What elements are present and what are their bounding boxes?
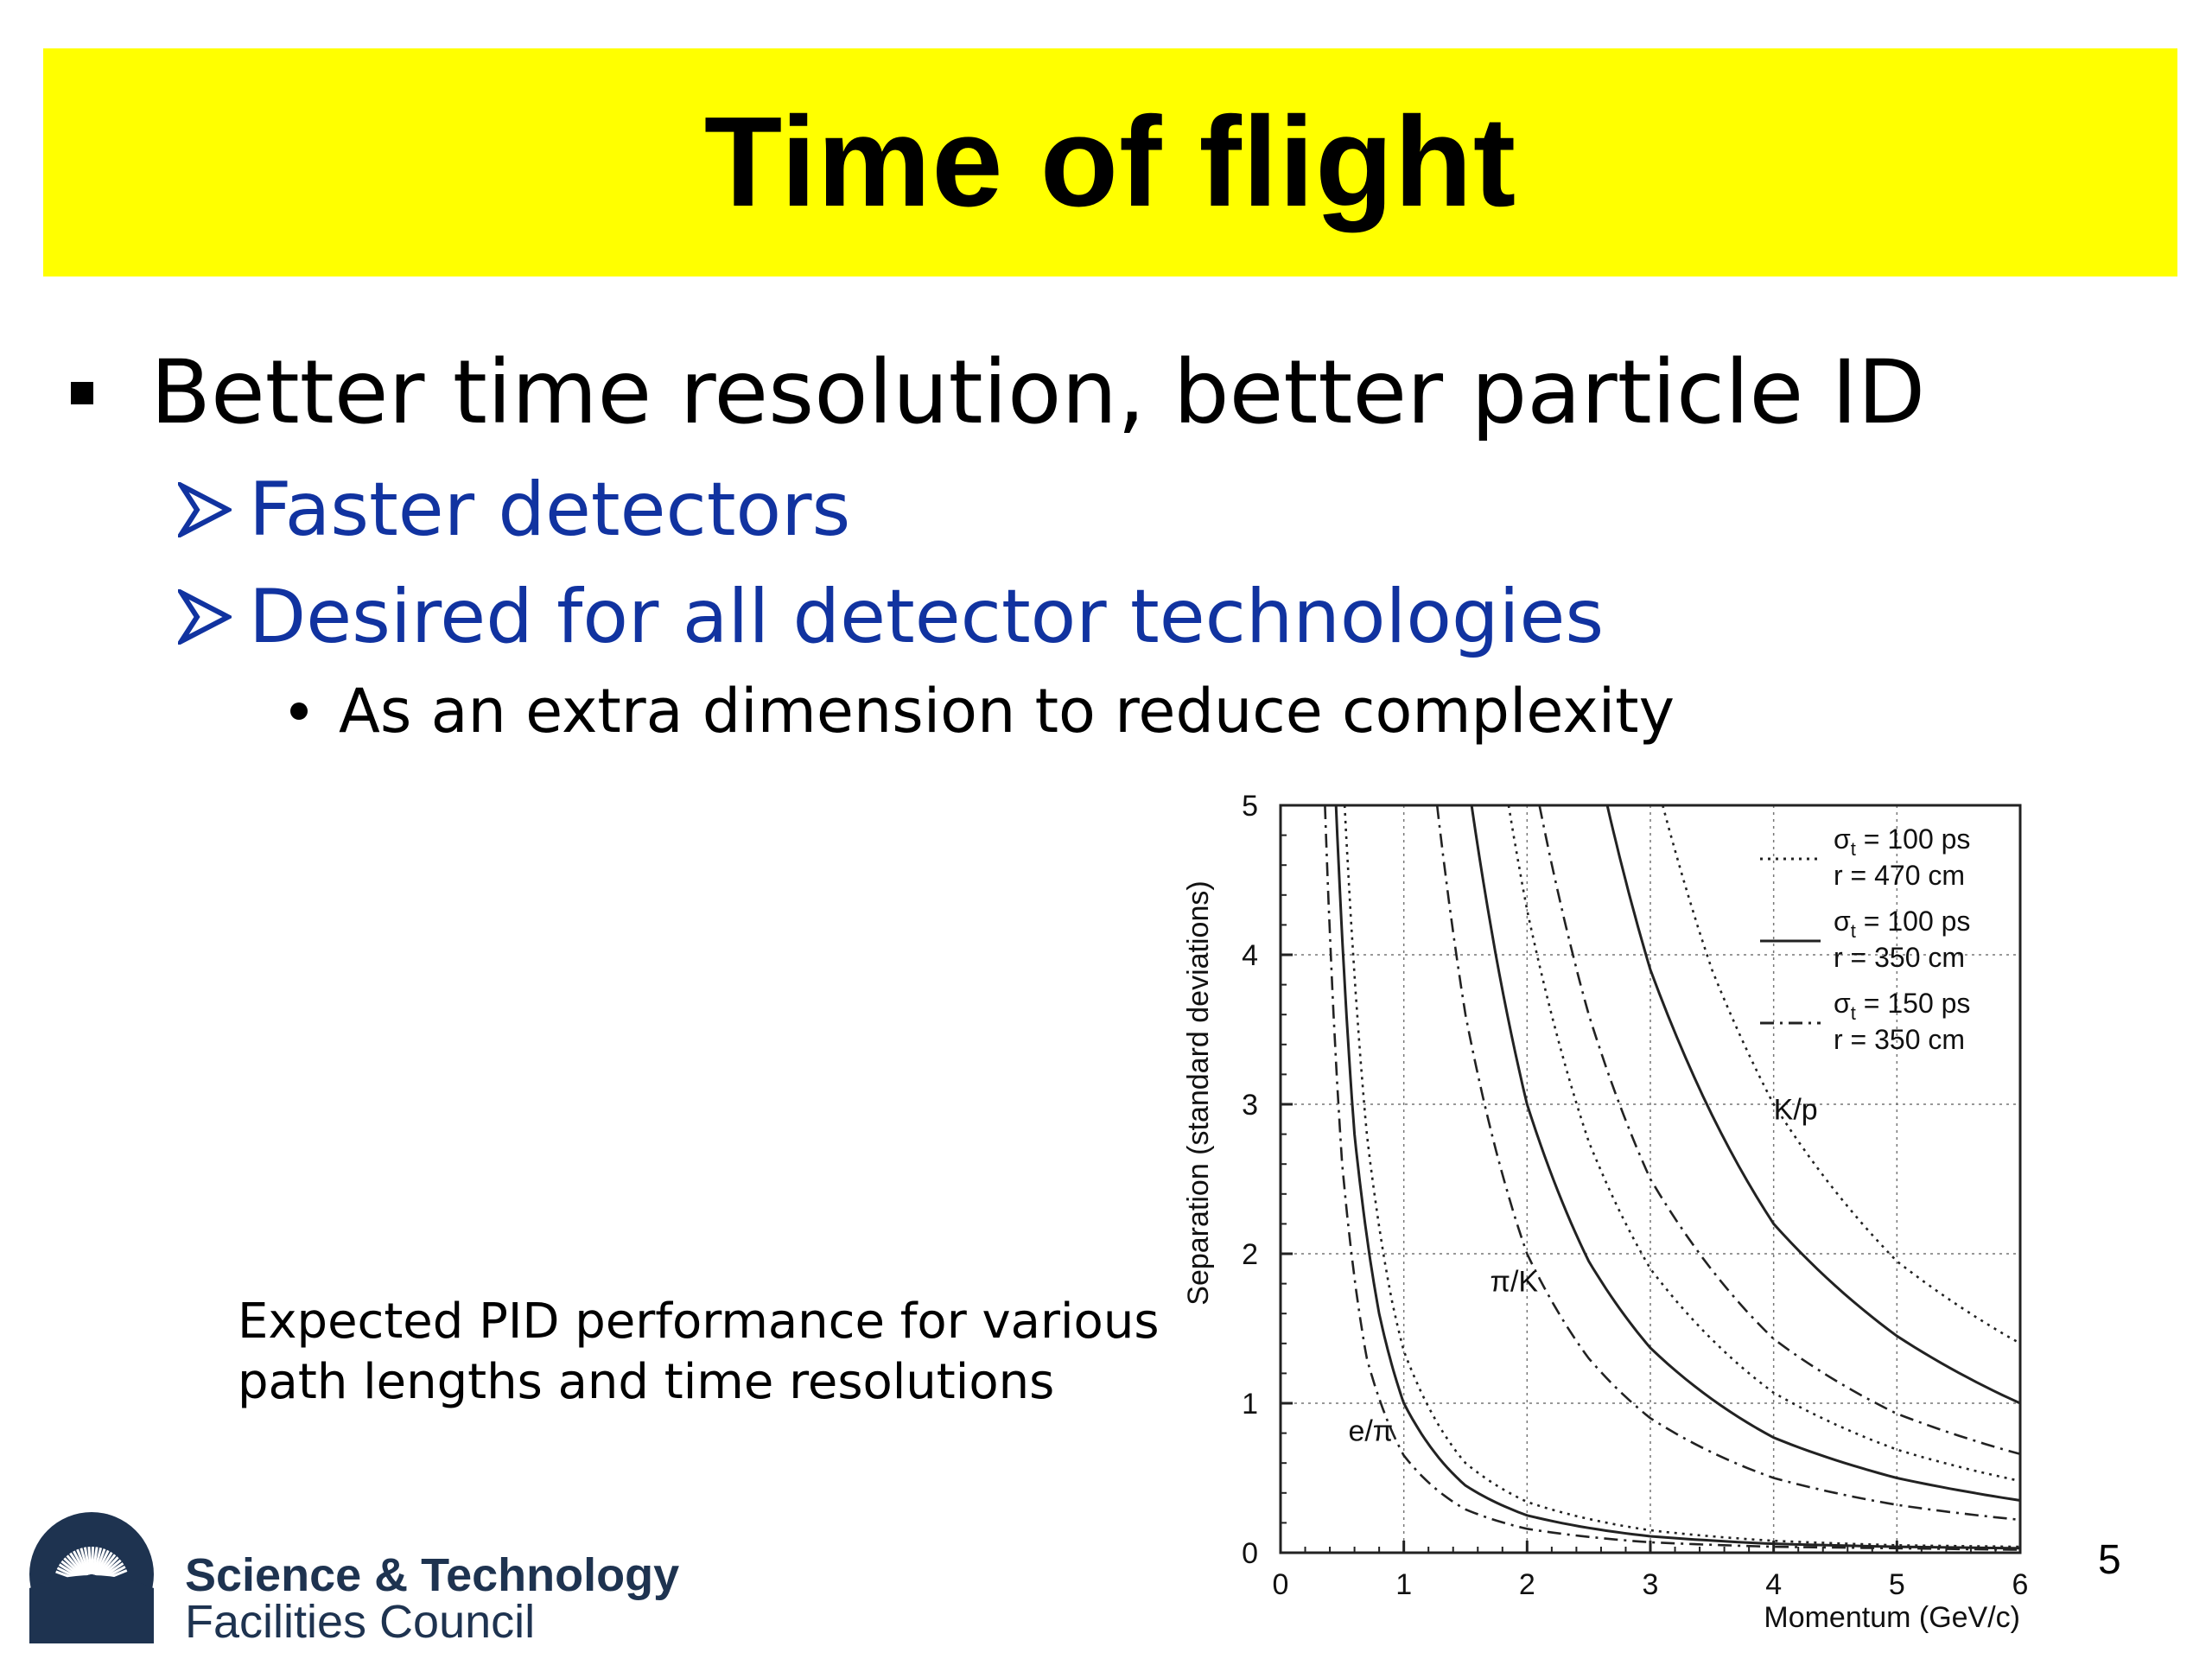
series-line (1470, 804, 2021, 1502)
y-tick-label: 2 (1242, 1238, 1258, 1271)
x-tick-label: 0 (1273, 1568, 1289, 1601)
legend-line2: r = 470 cm (1834, 860, 1965, 891)
y-tick-label: 1 (1242, 1388, 1258, 1421)
caption-line1: Expected PID performance for various (238, 1294, 1160, 1350)
y-tick-label: 5 (1242, 790, 1258, 823)
series-line (1324, 804, 2021, 1551)
page-number: 5 (2098, 1537, 2121, 1583)
bullet-level1: Better time resolution, better particle … (71, 341, 1925, 444)
dot-bullet-icon (290, 702, 308, 720)
annotations: e/π π/K K/p (1348, 1093, 1817, 1447)
ticks: 0 1 2 3 4 5 6 0 1 2 3 4 5 (1242, 790, 2028, 1601)
series-line (1435, 804, 2021, 1522)
series-line (1662, 804, 2021, 1344)
x-tick-label: 3 (1643, 1568, 1659, 1601)
legend-line2: r = 350 cm (1834, 1024, 1965, 1055)
y-tick-label: 4 (1242, 939, 1258, 972)
x-tick-label: 4 (1765, 1568, 1782, 1601)
title-band: Time of flight (43, 48, 2177, 276)
figure-caption: Expected PID performance for various pat… (238, 1292, 1160, 1413)
x-tick-label: 5 (1889, 1568, 1905, 1601)
caption-line2: path lengths and time resolutions (238, 1354, 1055, 1410)
sub1-text: Faster detectors (249, 467, 851, 553)
y-axis-label: Separation (standard deviations) (1182, 880, 1215, 1305)
y-tick-label: 3 (1242, 1089, 1258, 1122)
series-line (1538, 804, 2021, 1456)
stfc-logo-icon (29, 1512, 154, 1643)
sub2-text: Desired for all detector technologies (249, 574, 1605, 660)
bullet-level3: As an extra dimension to reduce complexi… (290, 676, 1675, 747)
series-line (1343, 804, 2021, 1548)
x-tick-label: 1 (1395, 1568, 1412, 1601)
curve-annotation: K/p (1774, 1093, 1818, 1126)
legend-line1: σt = 100 ps (1834, 906, 1970, 942)
x-axis-label: Momentum (GeV/c) (1764, 1601, 2020, 1634)
curves (1324, 804, 2021, 1551)
series-line (1334, 804, 2021, 1550)
logo-line2: Facilities Council (185, 1596, 536, 1648)
arrow-bullet-icon (178, 482, 232, 537)
bullet1-text: Better time resolution, better particle … (150, 341, 1926, 444)
curve-annotation: e/π (1348, 1414, 1393, 1447)
x-tick-label: 6 (2012, 1568, 2029, 1601)
bullet-level2-faster: Faster detectors (178, 467, 850, 553)
subsub1-text: As an extra dimension to reduce complexi… (339, 676, 1675, 747)
legend-line1: σt = 100 ps (1834, 823, 1970, 860)
y-tick-label: 0 (1242, 1537, 1258, 1570)
square-bullet-icon (71, 381, 93, 404)
slide-title: Time of flight (703, 91, 1517, 233)
logo-line1: Science & Technology (185, 1549, 680, 1601)
curve-annotation: π/K (1491, 1265, 1539, 1298)
legend-line1: σt = 150 ps (1834, 988, 1970, 1024)
bullet-level2-desired: Desired for all detector technologies (178, 574, 1604, 660)
legend-line2: r = 350 cm (1834, 942, 1965, 973)
x-tick-label: 2 (1519, 1568, 1535, 1601)
series-line (1605, 804, 2021, 1405)
arrow-bullet-icon (178, 589, 232, 645)
